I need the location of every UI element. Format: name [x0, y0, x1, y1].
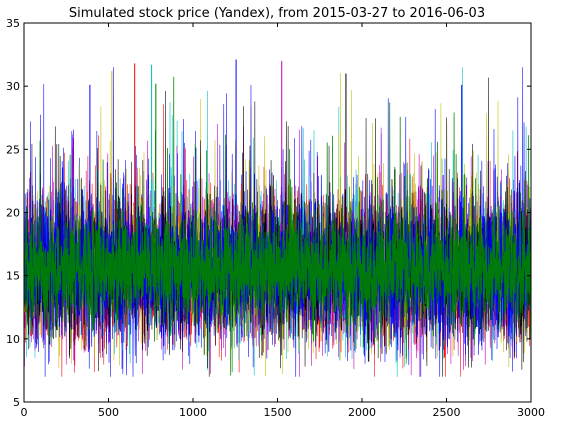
chart-title: Simulated stock price (Yandex), from 201…: [69, 6, 485, 21]
y-tick-label-35: 35: [6, 17, 20, 30]
y-axis: 5 10 15 20 25 30 35: [6, 17, 531, 409]
x-tick-label-0: 0: [21, 406, 28, 419]
series-line-8: [23, 76, 532, 376]
x-tick-label-2000: 2000: [348, 406, 376, 419]
x-tick-label-500: 500: [98, 406, 119, 419]
y-tick-label-5: 5: [13, 396, 20, 409]
x-tick-label-3000: 3000: [517, 406, 545, 419]
y-tick-label-25: 25: [6, 143, 20, 156]
y-tick-label-20: 20: [6, 207, 20, 220]
x-axis: 0 500 1000 1500 2000 2500 3000: [21, 23, 545, 419]
y-tick-label-30: 30: [6, 80, 20, 93]
x-tick-label-1000: 1000: [179, 406, 207, 419]
x-tick-label-1500: 1500: [264, 406, 292, 419]
y-tick-label-10: 10: [6, 333, 20, 346]
x-tick-label-2500: 2500: [433, 406, 461, 419]
series-layer: [23, 59, 532, 377]
y-tick-label-15: 15: [6, 270, 20, 283]
